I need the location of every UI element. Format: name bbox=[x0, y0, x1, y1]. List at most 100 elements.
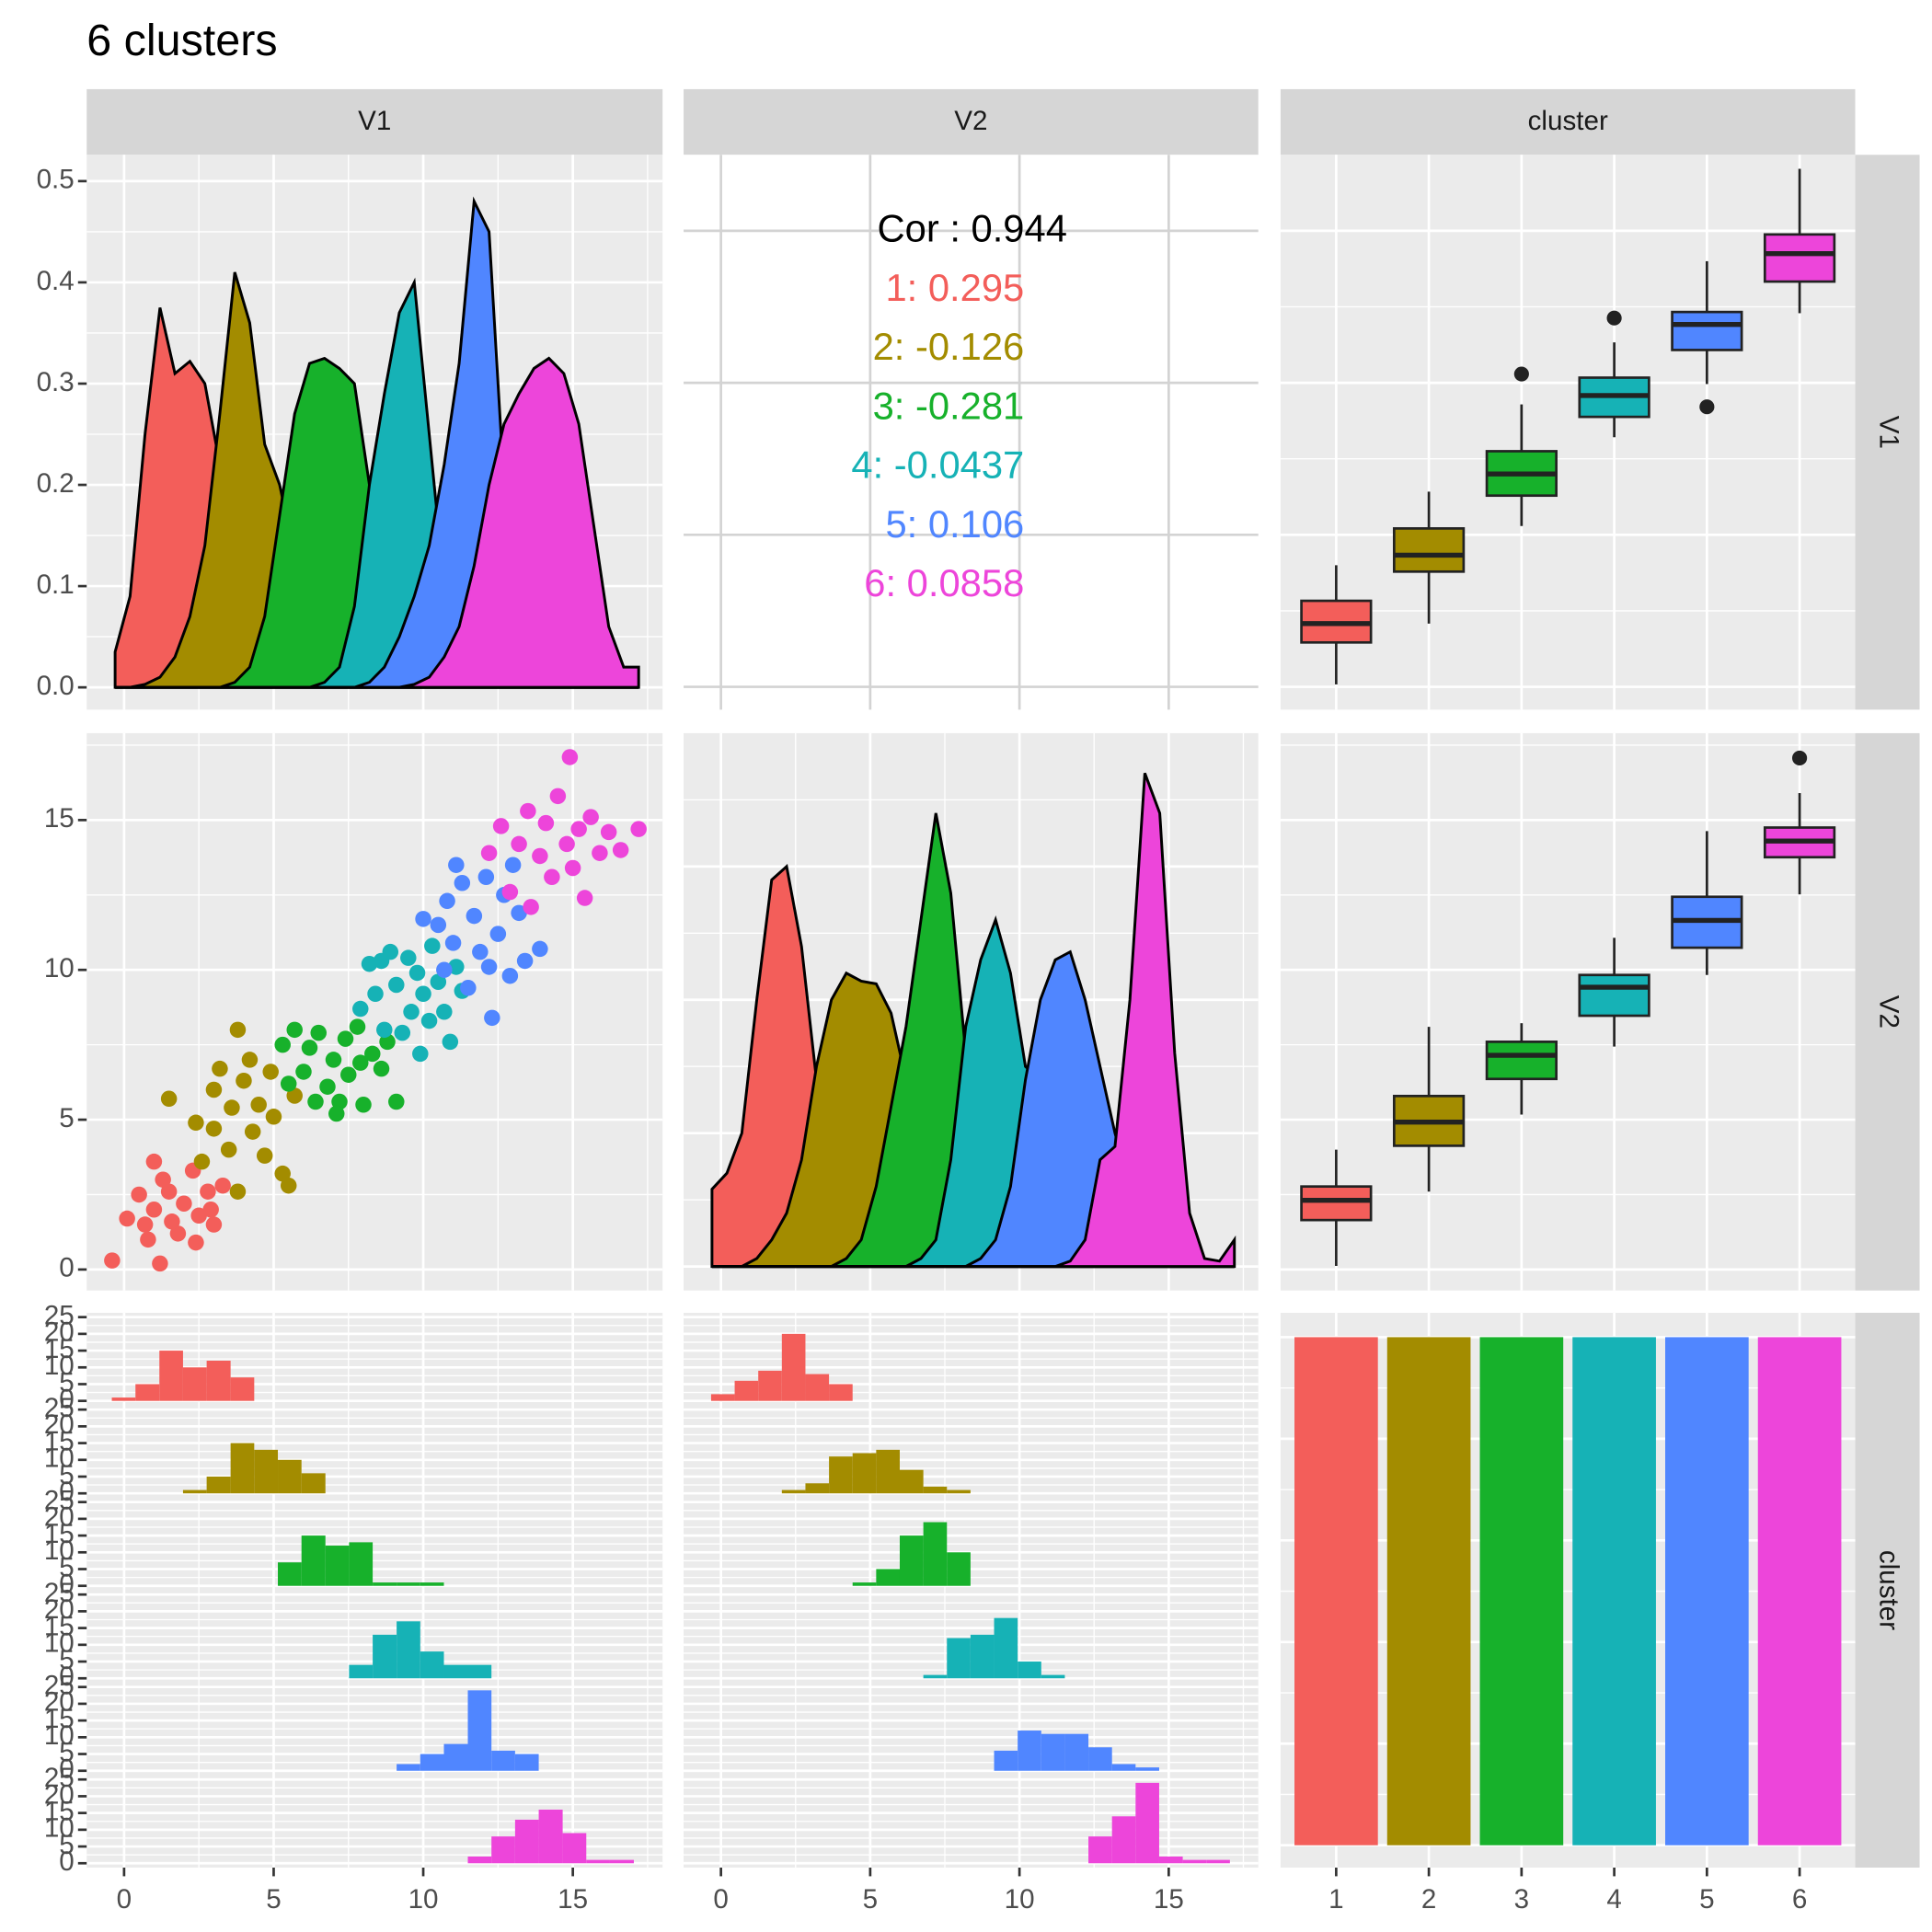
point bbox=[241, 1052, 259, 1068]
histogram-bar bbox=[467, 1690, 492, 1771]
x-tick-label: 5 bbox=[266, 1884, 281, 1915]
histogram-bar bbox=[159, 1351, 183, 1401]
point bbox=[373, 952, 390, 970]
x-tick-label: 6 bbox=[1792, 1884, 1807, 1915]
point bbox=[424, 937, 441, 954]
histogram-bar bbox=[397, 1621, 420, 1679]
histogram-bar bbox=[852, 1453, 877, 1494]
histogram-bar bbox=[182, 1489, 207, 1494]
point bbox=[286, 1021, 303, 1039]
outlier bbox=[1792, 750, 1808, 766]
point bbox=[325, 1052, 342, 1068]
point bbox=[489, 926, 507, 942]
histogram-bar bbox=[538, 1809, 563, 1864]
y-tick-label: 25 bbox=[44, 1671, 75, 1701]
point bbox=[337, 1030, 354, 1047]
y-tick-label: 0.5 bbox=[37, 165, 75, 195]
point bbox=[600, 823, 617, 841]
histogram-bar bbox=[1041, 1733, 1065, 1771]
histogram-bar bbox=[1111, 1816, 1136, 1864]
point bbox=[570, 821, 587, 837]
histogram-bar bbox=[278, 1562, 302, 1586]
histogram-bar bbox=[514, 1754, 539, 1771]
point bbox=[152, 1255, 168, 1272]
point bbox=[561, 749, 579, 765]
box bbox=[1763, 233, 1836, 283]
y-tick-label: 0.2 bbox=[37, 468, 75, 499]
strip-label: V2 bbox=[1874, 995, 1904, 1029]
histogram-bar bbox=[1135, 1782, 1159, 1864]
histogram-bar bbox=[562, 1833, 587, 1864]
point bbox=[205, 1081, 223, 1098]
y-tick-label: 10 bbox=[44, 953, 75, 983]
histogram-bar bbox=[899, 1535, 924, 1586]
y-tick-label: 0 bbox=[59, 1570, 74, 1600]
histogram-bar bbox=[1018, 1662, 1041, 1679]
y-tick-label: 20 bbox=[44, 1594, 75, 1625]
y-tick-label: 0.4 bbox=[37, 266, 75, 296]
x-tick-label: 5 bbox=[863, 1884, 878, 1915]
histogram-bar bbox=[923, 1486, 948, 1494]
point bbox=[511, 835, 527, 853]
point bbox=[352, 1054, 369, 1071]
y-tick-label: 20 bbox=[44, 1317, 75, 1348]
y-tick-label: 0.1 bbox=[37, 569, 75, 600]
point bbox=[205, 1121, 223, 1137]
y-tick-label: 0.3 bbox=[37, 367, 75, 397]
y-tick-label: 15 bbox=[44, 1704, 75, 1734]
y-tick-label: 25 bbox=[44, 1486, 75, 1516]
point bbox=[408, 964, 426, 982]
bar bbox=[1665, 1337, 1749, 1846]
point bbox=[504, 857, 522, 873]
y-tick-label: 15 bbox=[44, 1611, 75, 1641]
x-tick-label: 15 bbox=[558, 1884, 588, 1915]
point bbox=[532, 940, 548, 958]
point bbox=[202, 1202, 219, 1218]
histogram-bar bbox=[443, 1664, 468, 1679]
point bbox=[501, 967, 519, 984]
histogram-bar bbox=[373, 1582, 397, 1586]
histogram-bar bbox=[970, 1634, 995, 1679]
point bbox=[224, 1099, 240, 1116]
bar bbox=[1479, 1337, 1564, 1846]
histogram-bar bbox=[206, 1361, 231, 1401]
point bbox=[145, 1202, 163, 1218]
x-tick-label: 4 bbox=[1606, 1884, 1621, 1915]
point bbox=[319, 1078, 336, 1095]
point bbox=[119, 1210, 135, 1227]
histogram-bar bbox=[230, 1377, 255, 1401]
point bbox=[492, 818, 510, 834]
bar bbox=[1386, 1337, 1471, 1846]
point bbox=[544, 868, 560, 886]
point bbox=[262, 1064, 279, 1080]
strip bbox=[684, 88, 1259, 155]
point bbox=[220, 1141, 237, 1158]
histogram-bar bbox=[491, 1750, 515, 1771]
point bbox=[355, 1097, 372, 1113]
histogram-bar bbox=[1064, 1733, 1089, 1771]
point bbox=[104, 1252, 121, 1269]
histogram-bar bbox=[876, 1569, 900, 1586]
y-tick-label: 15 bbox=[44, 1519, 75, 1549]
x-tick-label: 2 bbox=[1421, 1884, 1436, 1915]
point bbox=[480, 959, 498, 975]
point bbox=[164, 1213, 180, 1230]
box bbox=[1671, 310, 1743, 351]
y-tick-label: 25 bbox=[44, 1763, 75, 1793]
panel bbox=[86, 1312, 663, 1868]
y-tick-label: 5 bbox=[59, 1367, 74, 1397]
point bbox=[340, 1066, 357, 1083]
point bbox=[307, 1093, 324, 1110]
point bbox=[430, 916, 447, 934]
point bbox=[436, 1004, 453, 1020]
strip-label: V1 bbox=[1874, 416, 1904, 449]
strip bbox=[1855, 155, 1920, 710]
histogram-bar bbox=[301, 1535, 326, 1586]
outlier bbox=[1513, 366, 1529, 382]
point bbox=[442, 1033, 459, 1051]
point bbox=[388, 1093, 405, 1110]
strip bbox=[1280, 88, 1856, 155]
density-area bbox=[115, 356, 640, 689]
histogram-bar bbox=[947, 1489, 971, 1494]
